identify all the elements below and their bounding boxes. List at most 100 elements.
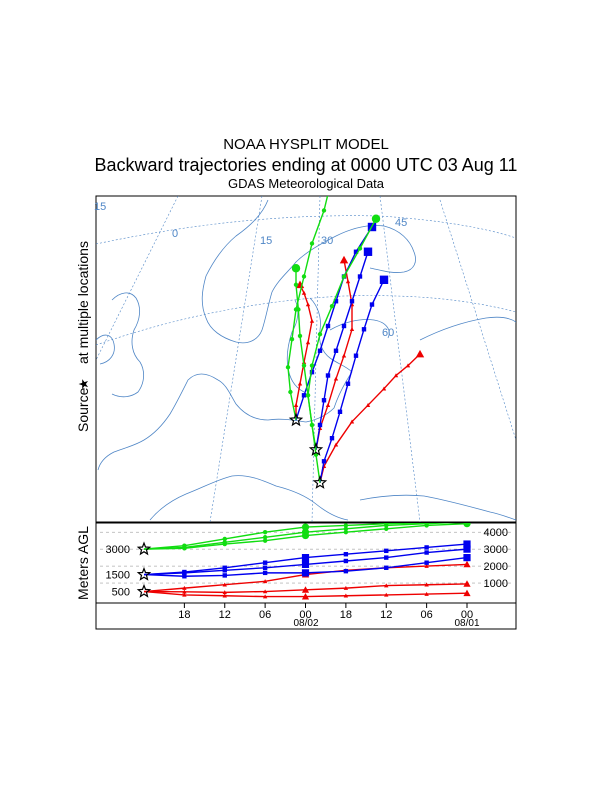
height-track-point: [182, 574, 187, 579]
great-britain: [111, 292, 144, 398]
map-track-point: [293, 403, 299, 407]
height-track-point: [301, 560, 310, 568]
map-track-point: [325, 323, 331, 329]
lat-50-line: [96, 295, 516, 346]
height-track-point: [463, 580, 471, 587]
map-track-point: [415, 349, 425, 358]
height-track-point: [301, 554, 310, 562]
time-tick-label: 12: [380, 609, 392, 621]
graticule: [96, 196, 516, 522]
map-track-point: [309, 370, 315, 375]
map-track-point: [293, 282, 299, 287]
lon-45-line: [439, 199, 516, 441]
height-track-point: [463, 560, 471, 568]
height-track-point: [301, 523, 310, 531]
map-track-point: [341, 353, 347, 358]
right-tick-label: 3000: [484, 544, 508, 556]
map-track-point: [321, 459, 327, 464]
height-track-point: [343, 523, 349, 528]
map-track-point: [328, 173, 336, 181]
north-germany-coast: [217, 379, 307, 423]
height-track-point: [182, 569, 187, 575]
height-track-point: [343, 552, 349, 557]
height-track-point: [222, 541, 227, 547]
source-star-icon: [308, 442, 324, 456]
map-frame: [95, 195, 517, 523]
height-track-point: [222, 573, 227, 578]
graticule-labels: 15 0 15 30 45 60: [94, 201, 407, 339]
height-track-point: [424, 563, 429, 568]
map-track-point: [345, 279, 351, 284]
height-track-point: [343, 558, 349, 564]
chart-subtitle: Backward trajectories ending at 0000 UTC…: [94, 155, 518, 175]
map-track-point: [301, 290, 307, 295]
height-track-point: [301, 593, 310, 600]
height-track-point: [463, 545, 471, 553]
height-track-point: [262, 529, 268, 535]
map-track-point: [341, 323, 347, 329]
map-track-point: [357, 246, 363, 251]
height-track-point: [222, 565, 227, 570]
map-track-point: [393, 373, 399, 378]
height-track-point: [343, 585, 349, 590]
source-star-icon: [288, 412, 304, 427]
map-track-point: [333, 442, 339, 447]
russia-lakes: [419, 316, 516, 341]
map-track-point: [321, 398, 327, 403]
map-track-point: [361, 327, 367, 332]
map-track-point: [305, 340, 311, 345]
western-europe-coast: [97, 373, 219, 471]
map-track-point: [365, 403, 371, 407]
map-track-point: [317, 422, 323, 428]
map-track-point: [363, 247, 373, 256]
map-track-point: [285, 365, 291, 370]
map-track-point: [405, 363, 411, 368]
grid-label: 45: [395, 217, 407, 229]
map-track-point: [325, 403, 331, 407]
map-track-point: [371, 214, 381, 223]
lon-0-line: [209, 196, 263, 522]
height-sources: [136, 541, 152, 598]
map-track-point: [288, 389, 293, 395]
map-track-point: [329, 304, 335, 309]
right-tick-label: 4000: [484, 527, 508, 539]
height-ylabel: Meters AGL: [75, 526, 91, 600]
met-data-label: GDAS Meteorological Data: [227, 176, 385, 191]
time-tick-label: 12: [219, 609, 231, 621]
map-sources: [288, 412, 328, 489]
map-track-point: [291, 264, 301, 273]
height-source-star-icon: [136, 583, 152, 598]
map-track-point: [301, 274, 307, 279]
map-track-point: [301, 363, 307, 368]
map-track-point: [339, 255, 349, 264]
height-track-point: [262, 560, 268, 565]
map-track-point: [296, 307, 301, 312]
map-track-point: [309, 318, 315, 323]
height-track-point: [424, 560, 429, 565]
time-tick-label: 18: [178, 609, 190, 621]
time-tick-label: 06: [421, 609, 433, 621]
star-icon: ★: [76, 378, 91, 390]
height-track-point: [424, 523, 429, 528]
date-label: 08/01: [454, 618, 479, 629]
map-track-point: [317, 348, 323, 353]
height-track-point: [463, 540, 471, 548]
height-track-point: [424, 550, 429, 555]
map-track-point: [381, 386, 387, 391]
time-tick-label: 00: [461, 609, 473, 621]
height-track-point: [343, 593, 349, 598]
height-track-point: [182, 585, 187, 590]
height-track-point: [182, 592, 187, 597]
height-track-point: [262, 579, 268, 584]
grid-label: 60: [382, 327, 394, 339]
height-source-star-icon: [136, 541, 152, 556]
height-track-point: [222, 590, 227, 595]
baltic-south-coast: [305, 371, 353, 423]
height-track-point: [463, 554, 471, 562]
map-track-point: [309, 422, 315, 428]
height-trajectories: [143, 523, 471, 600]
height-track-point: [463, 523, 471, 528]
map-track-point: [349, 299, 355, 304]
grid-label: 15: [260, 235, 272, 247]
